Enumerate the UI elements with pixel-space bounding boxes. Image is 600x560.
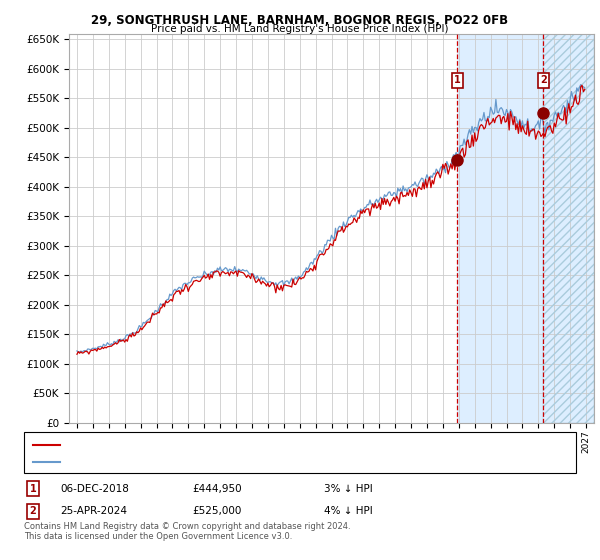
- Text: 29, SONGTHRUSH LANE, BARNHAM, BOGNOR REGIS, PO22 0FB: 29, SONGTHRUSH LANE, BARNHAM, BOGNOR REG…: [91, 14, 509, 27]
- Text: 3% ↓ HPI: 3% ↓ HPI: [324, 484, 373, 494]
- Text: 2: 2: [540, 75, 547, 85]
- Text: This data is licensed under the Open Government Licence v3.0.: This data is licensed under the Open Gov…: [24, 532, 292, 541]
- Text: HPI: Average price, detached house, Arun: HPI: Average price, detached house, Arun: [66, 458, 255, 466]
- Bar: [544, 34, 594, 423]
- Text: £444,950: £444,950: [192, 484, 242, 494]
- Bar: [457, 34, 594, 423]
- Text: 1: 1: [29, 484, 37, 494]
- Text: 06-DEC-2018: 06-DEC-2018: [60, 484, 129, 494]
- Text: 1: 1: [454, 75, 461, 85]
- Text: 29, SONGTHRUSH LANE, BARNHAM, BOGNOR REGIS, PO22 0FB (detached house): 29, SONGTHRUSH LANE, BARNHAM, BOGNOR REG…: [66, 440, 432, 449]
- Text: 25-APR-2024: 25-APR-2024: [60, 506, 127, 516]
- Text: 2: 2: [29, 506, 37, 516]
- Text: Contains HM Land Registry data © Crown copyright and database right 2024.: Contains HM Land Registry data © Crown c…: [24, 522, 350, 531]
- Text: £525,000: £525,000: [192, 506, 241, 516]
- Text: Price paid vs. HM Land Registry's House Price Index (HPI): Price paid vs. HM Land Registry's House …: [151, 24, 449, 34]
- Text: 4% ↓ HPI: 4% ↓ HPI: [324, 506, 373, 516]
